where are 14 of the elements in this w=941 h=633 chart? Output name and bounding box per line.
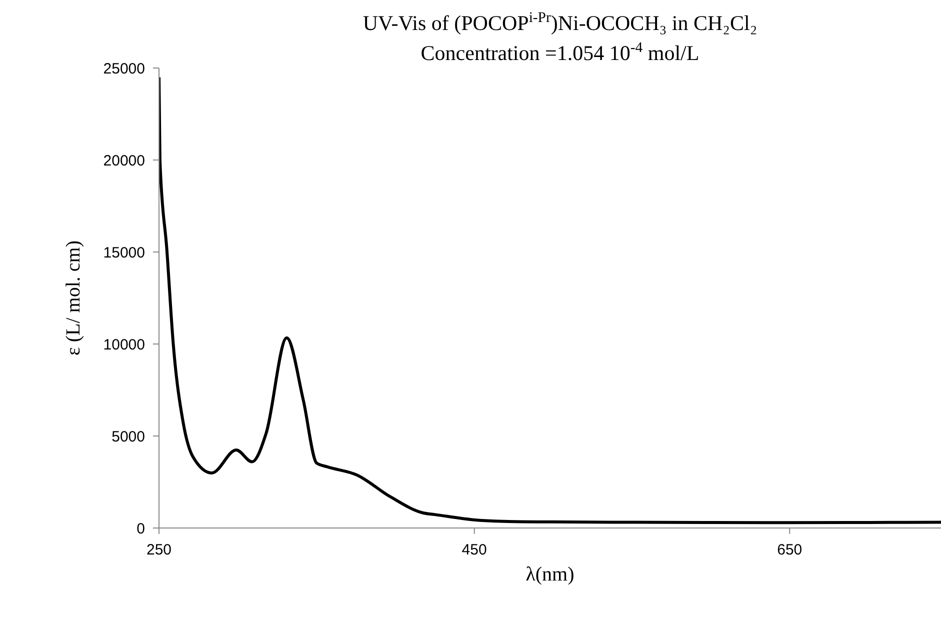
- chart-title: UV-Vis of (POCOP$^{i-Pr}$)Ni-OCOCH₃ in CH₂Cl₂: [362, 10, 758, 35]
- x-tick-label: 250: [146, 542, 172, 559]
- y-tick-label: 0: [136, 520, 145, 538]
- x-tick-label: 650: [777, 542, 802, 559]
- y-tick-label: 5000: [112, 428, 145, 446]
- chart-subtitle: Concentration =1.054 10$^{-4}$ mol/L: [420, 40, 700, 65]
- y-tick-label: 25000: [103, 60, 145, 78]
- y-tick-label: 10000: [103, 336, 145, 354]
- y-axis-title: ε (L/ mol. cm): [62, 240, 84, 356]
- y-tick-label: 20000: [103, 152, 145, 170]
- y-tick-label: 15000: [103, 244, 145, 262]
- line-series: [159, 76, 941, 524]
- x-tick-label: 450: [462, 542, 487, 559]
- x-axis-title: λ(nm): [526, 564, 574, 586]
